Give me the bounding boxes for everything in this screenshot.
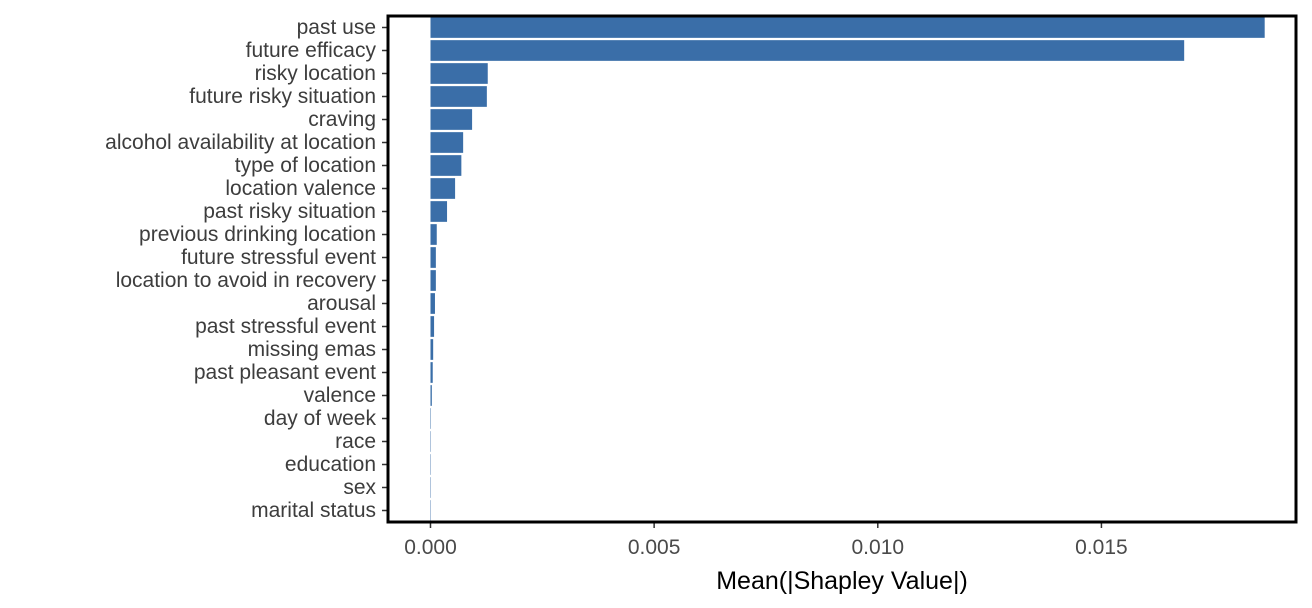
bar — [430, 316, 435, 337]
bar — [430, 132, 464, 153]
bar — [430, 178, 456, 199]
category-label: risky location — [255, 62, 376, 85]
category-label: future risky situation — [189, 85, 376, 108]
category-label: past risky situation — [203, 200, 376, 223]
bar — [430, 224, 437, 245]
x-tick-label: 0.005 — [628, 536, 681, 559]
category-label: day of week — [264, 407, 377, 430]
bar — [430, 362, 433, 383]
x-tick-label: 0.010 — [852, 536, 905, 559]
bar — [430, 63, 488, 84]
plot-panel-border — [386, 14, 1298, 524]
category-label: previous drinking location — [139, 223, 376, 246]
bar — [430, 293, 435, 314]
bar — [430, 339, 434, 360]
bar — [430, 385, 432, 406]
bar — [430, 155, 462, 176]
x-tick-label: 0.015 — [1075, 536, 1128, 559]
category-label: valence — [304, 384, 376, 407]
x-tick-label: 0.000 — [404, 536, 457, 559]
bar — [430, 17, 1265, 38]
bars-group — [430, 17, 1265, 521]
category-label: past stressful event — [195, 315, 376, 338]
category-label: missing emas — [248, 338, 376, 361]
bar — [430, 247, 436, 268]
category-label: past pleasant event — [194, 361, 376, 384]
category-label: sex — [343, 476, 376, 499]
category-label: race — [335, 430, 376, 453]
x-axis-title: Mean(|Shapley Value|) — [716, 567, 968, 595]
category-label: arousal — [307, 292, 376, 315]
bar — [430, 201, 448, 222]
category-label: alcohol availability at location — [105, 131, 376, 154]
x-axis-ticks: 0.000 0.005 0.010 0.015 — [404, 522, 1128, 559]
category-label: marital status — [251, 499, 376, 522]
category-label: location valence — [225, 177, 376, 200]
bar — [430, 40, 1185, 61]
category-label: past use — [297, 16, 376, 39]
bar — [430, 109, 473, 130]
category-label: education — [285, 453, 376, 476]
category-label: type of location — [235, 154, 376, 177]
category-label: future efficacy — [246, 39, 377, 62]
category-label: craving — [308, 108, 376, 131]
bar — [430, 86, 487, 107]
bar — [430, 270, 436, 291]
category-label: location to avoid in recovery — [116, 269, 377, 292]
category-label: future stressful event — [181, 246, 376, 269]
